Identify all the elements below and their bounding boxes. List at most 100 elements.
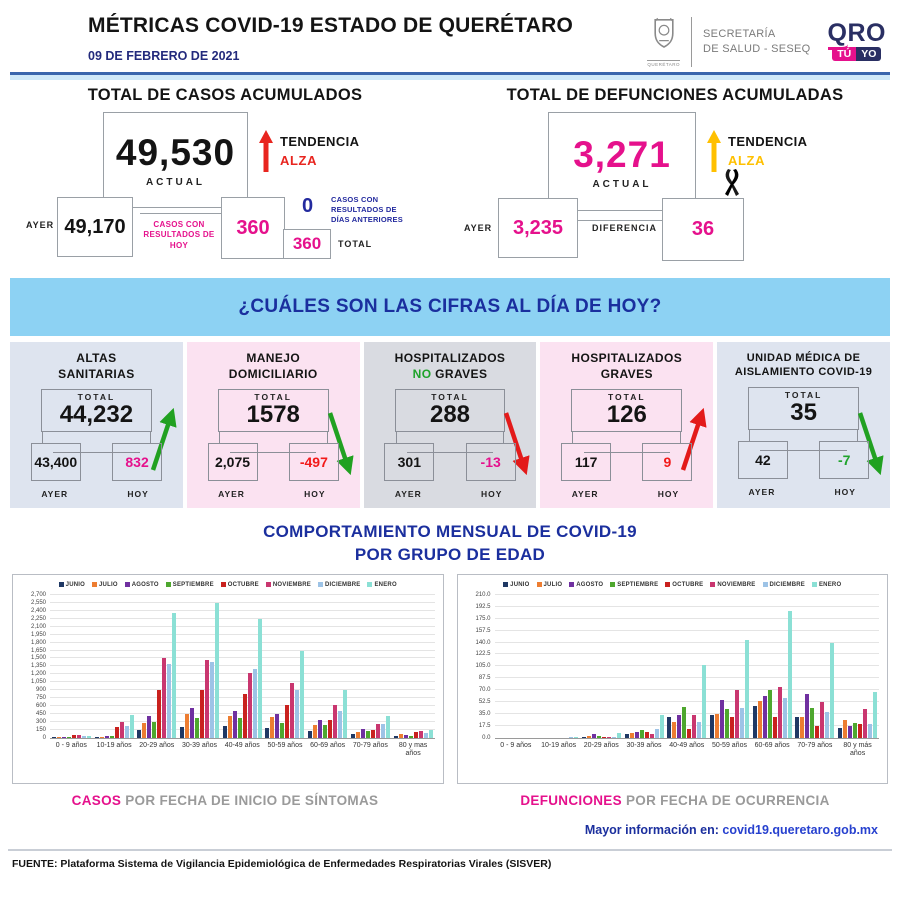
legend-item: JULIO	[536, 582, 563, 588]
legend-swatch	[58, 582, 64, 588]
bar	[237, 718, 242, 738]
bar	[355, 732, 360, 738]
bar	[687, 729, 692, 738]
grid-line	[50, 657, 435, 659]
qro-q-glyph: Q	[827, 19, 848, 51]
bar-group	[751, 595, 794, 738]
bar-group	[392, 595, 435, 738]
connector-legs	[218, 432, 328, 444]
bar	[328, 719, 333, 738]
bar	[61, 737, 66, 738]
info-link[interactable]: covid19.queretaro.gob.mx	[722, 822, 878, 837]
deaths-actual-value: 3,271	[573, 133, 671, 175]
cases-by-age-chart: JUNIO JULIO AGOSTO SEPTIEMBRE OCTUBRE NOVIEMB…	[12, 573, 444, 784]
cases-ayer-value: 49,170	[64, 215, 126, 238]
y-tick-label: 35.0	[478, 711, 491, 718]
legend-item: DICIEMBRE	[318, 582, 360, 588]
grid-line	[494, 617, 879, 619]
card-hoy-box: -497	[288, 443, 339, 482]
card-ayer-label: AYER	[218, 489, 245, 500]
bar	[285, 704, 290, 738]
bar-group	[794, 595, 837, 738]
card-title-accent: NO	[412, 366, 432, 381]
bar-groups	[50, 595, 435, 738]
legend-swatch	[318, 582, 324, 588]
bar	[863, 708, 868, 738]
card-total-box: TOTAL 1578	[217, 389, 329, 433]
chart-legend: JUNIO JULIO AGOSTO SEPTIEMBRE OCTUBRE NOVIEMB…	[21, 582, 435, 588]
crest-caption: QUERÉTARO	[647, 60, 681, 67]
card-altas-sanitarias: ALTAS SANITARIAS TOTAL 44,232 43,400 832…	[10, 342, 183, 508]
x-tick-label: 70-79 años	[352, 741, 388, 749]
deaths-diff-value: 36	[691, 218, 715, 240]
y-tick-label: 150	[35, 726, 46, 733]
bar	[232, 711, 237, 738]
x-tick-label: 80 y más años	[843, 741, 872, 758]
bar	[800, 716, 805, 738]
bar	[360, 728, 365, 738]
bar	[343, 689, 348, 738]
grid-line	[50, 705, 435, 707]
card-title-line1: MANEJO	[246, 351, 301, 365]
bar	[569, 737, 574, 738]
y-tick-label: 52.5	[478, 699, 491, 706]
shield-icon	[648, 16, 680, 59]
trend-up-arrow-icon	[258, 130, 274, 179]
qro-tu-yo-logo: QRO TÚ YO	[827, 19, 886, 61]
bar-group	[221, 595, 264, 738]
bar	[147, 715, 152, 738]
deaths-diff-label: DIFERENCIA	[592, 223, 658, 233]
grid-line	[494, 689, 879, 691]
bar	[825, 712, 830, 738]
cases-trend-label: TENDENCIA	[280, 134, 360, 149]
bar	[265, 727, 270, 738]
bar	[124, 726, 129, 738]
legend-item: AGOSTO	[569, 582, 603, 588]
bar	[56, 737, 61, 738]
card-hoy-label: HOY	[834, 486, 856, 497]
trend-diagonal-arrow-icon	[147, 398, 181, 478]
grid-line	[50, 673, 435, 675]
cases-previous-value: 0	[302, 195, 314, 217]
deaths-trend-value: ALZA	[728, 153, 766, 168]
bar	[772, 717, 777, 738]
bar	[76, 734, 81, 738]
bar	[270, 717, 275, 738]
card-title-line2: GRAVES	[600, 366, 653, 381]
cases-actual-box: 49,530 ACTUAL	[103, 112, 248, 208]
bar-group	[665, 595, 708, 738]
card-hoy-label: HOY	[304, 489, 326, 500]
bar-group	[495, 595, 538, 738]
bar	[313, 724, 318, 738]
bar	[205, 659, 210, 738]
plot-area	[494, 593, 879, 739]
deaths-title: TOTAL DE DEFUNCIONES ACUMULADAS	[506, 86, 844, 104]
bar-group	[349, 595, 392, 738]
cases-actual-value: 49,530	[115, 132, 236, 173]
bar	[280, 723, 285, 738]
card-title-line2: GRAVES	[431, 366, 488, 381]
bar-group	[537, 595, 580, 738]
legend-item: SEPTIEMBRE	[610, 582, 658, 588]
grid-line	[494, 593, 879, 595]
bar	[591, 734, 596, 738]
grid-line	[494, 641, 879, 643]
bar	[805, 694, 810, 738]
bar	[308, 731, 313, 738]
x-tick-label: 60-69 años	[310, 741, 346, 749]
x-tick-label: 20-29 años	[139, 741, 175, 749]
x-tick-label: 30-39 años	[182, 741, 218, 749]
bar	[247, 672, 252, 738]
bar	[639, 730, 644, 738]
legend-item: JUNIO	[58, 582, 85, 588]
card-total-value: 35	[790, 398, 817, 426]
card-ayer-box: 2,075	[207, 443, 258, 482]
y-axis: 0 150 300 450 600 750 900 1,050 1,200 1,350 1,500 1…	[21, 592, 50, 741]
legend-swatch	[536, 582, 542, 588]
bar	[843, 719, 848, 738]
bar	[86, 735, 91, 738]
bar	[227, 716, 232, 738]
grid-line	[50, 665, 435, 667]
connector-legs	[395, 432, 505, 444]
y-tick-label: 0	[42, 734, 46, 741]
